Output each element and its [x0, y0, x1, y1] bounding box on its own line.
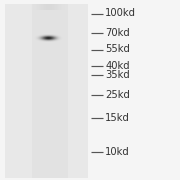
Text: 25kd: 25kd [105, 89, 130, 100]
Bar [5, 4, 88, 178]
Text: 55kd: 55kd [105, 44, 130, 55]
Text: 70kd: 70kd [105, 28, 130, 38]
Text: 100kd: 100kd [105, 8, 136, 19]
Bar [32, 4, 68, 178]
Text: 35kd: 35kd [105, 70, 130, 80]
Text: 40kd: 40kd [105, 61, 130, 71]
Text: 10kd: 10kd [105, 147, 130, 157]
Text: 15kd: 15kd [105, 113, 130, 123]
